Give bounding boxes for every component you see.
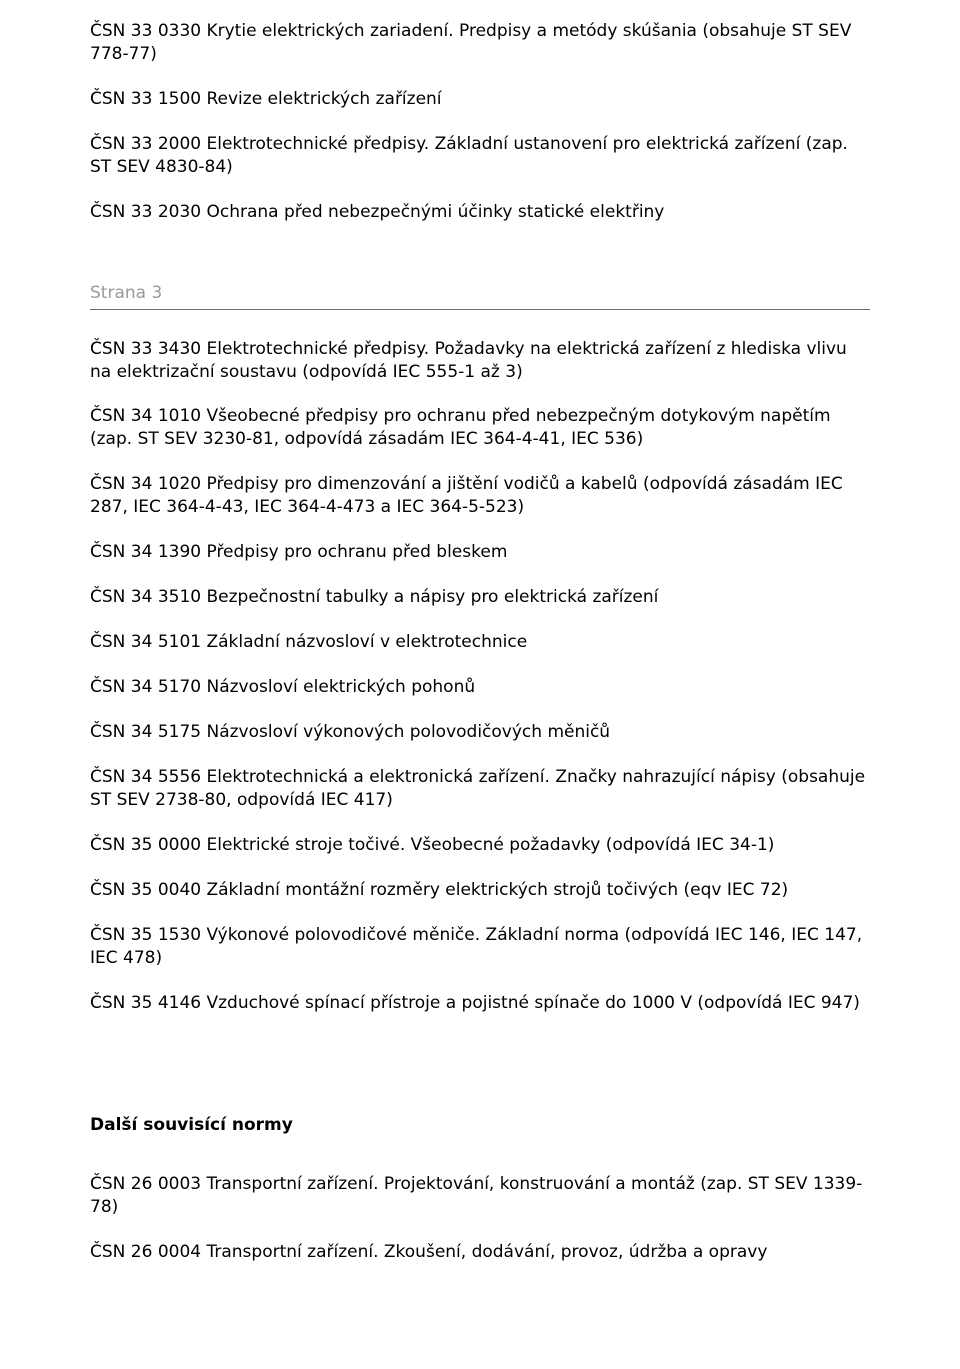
standard-reference: ČSN 33 2030 Ochrana před nebezpečnými úč… xyxy=(90,201,870,224)
standard-reference: ČSN 34 5556 Elektrotechnická a elektroni… xyxy=(90,766,870,812)
standard-reference: ČSN 35 1530 Výkonové polovodičové měniče… xyxy=(90,924,870,970)
standard-reference: ČSN 33 1500 Revize elektrických zařízení xyxy=(90,88,870,111)
standard-reference: ČSN 35 0040 Základní montážní rozměry el… xyxy=(90,879,870,902)
standard-reference: ČSN 34 5170 Názvosloví elektrických poho… xyxy=(90,676,870,699)
standard-reference: ČSN 34 1020 Předpisy pro dimenzování a j… xyxy=(90,473,870,519)
standard-reference: ČSN 26 0004 Transportní zařízení. Zkouše… xyxy=(90,1241,870,1264)
standard-reference: ČSN 33 0330 Krytie elektrických zariaden… xyxy=(90,20,870,66)
standard-reference: ČSN 34 1010 Všeobecné předpisy pro ochra… xyxy=(90,405,870,451)
horizontal-rule xyxy=(90,309,870,310)
standard-reference: ČSN 34 3510 Bezpečnostní tabulky a nápis… xyxy=(90,586,870,609)
document-page: ČSN 33 0330 Krytie elektrických zariaden… xyxy=(45,0,915,1326)
standard-reference: ČSN 33 3430 Elektrotechnické předpisy. P… xyxy=(90,338,870,384)
standard-reference: ČSN 35 0000 Elektrické stroje točivé. Vš… xyxy=(90,834,870,857)
standard-reference: ČSN 33 2000 Elektrotechnické předpisy. Z… xyxy=(90,133,870,179)
standard-reference: ČSN 34 5101 Základní názvosloví v elektr… xyxy=(90,631,870,654)
standard-reference: ČSN 35 4146 Vzduchové spínací přístroje … xyxy=(90,992,870,1015)
standard-reference: ČSN 26 0003 Transportní zařízení. Projek… xyxy=(90,1173,870,1219)
page-number-marker: Strana 3 xyxy=(90,282,870,305)
section-heading: Další souvisící normy xyxy=(90,1114,870,1137)
standard-reference: ČSN 34 1390 Předpisy pro ochranu před bl… xyxy=(90,541,870,564)
standard-reference: ČSN 34 5175 Názvosloví výkonových polovo… xyxy=(90,721,870,744)
